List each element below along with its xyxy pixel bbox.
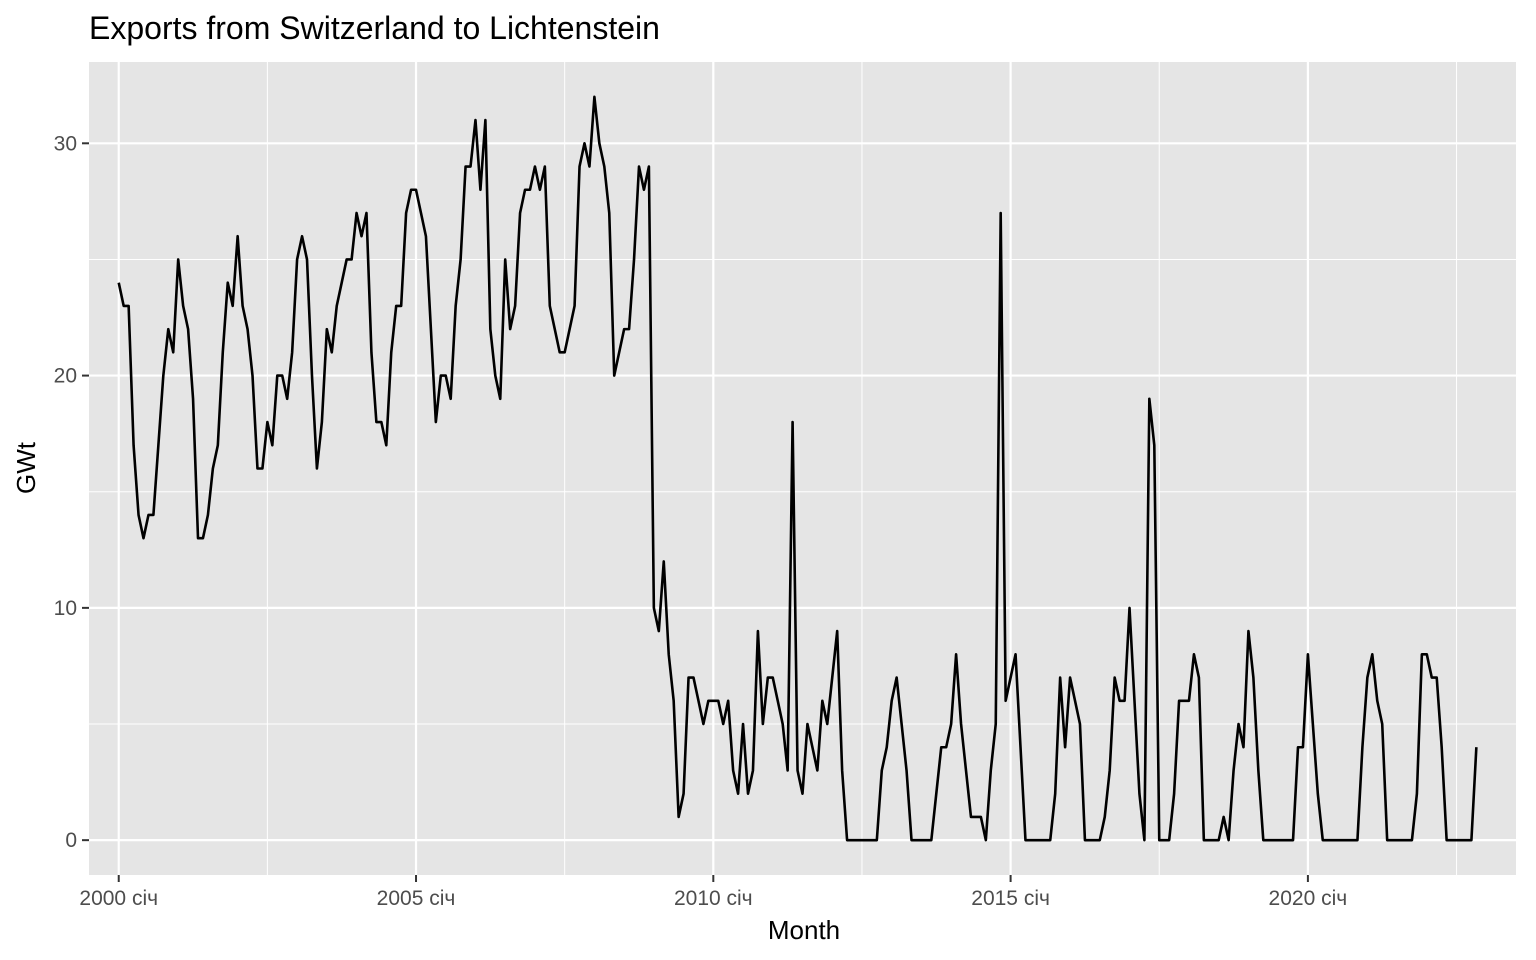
x-axis: 2000 січ 2005 січ 2010 січ 2015 січ 2020 січ [79,875,1347,910]
data-series [117,95,1478,842]
x-tick-label: 2020 січ [1269,887,1348,910]
x-tick-label: 2015 січ [971,887,1050,910]
plot-panel [89,62,1516,875]
y-tick-label: 0 [65,829,77,852]
y-axis-title: GWt [11,441,41,494]
chart-title: Exports from Switzerland to Lichtenstein [89,10,660,46]
series-line [117,95,1478,842]
x-tick-label: 2000 січ [79,887,158,910]
y-tick-label: 20 [54,365,77,388]
grid-minor [89,62,1516,875]
x-tick-label: 2005 січ [377,887,456,910]
y-tick-label: 10 [54,597,77,620]
x-tick-label: 2010 січ [674,887,753,910]
x-axis-title: Month [768,915,840,945]
y-axis: 0 10 20 30 [54,132,89,852]
y-tick-label: 30 [54,132,77,155]
